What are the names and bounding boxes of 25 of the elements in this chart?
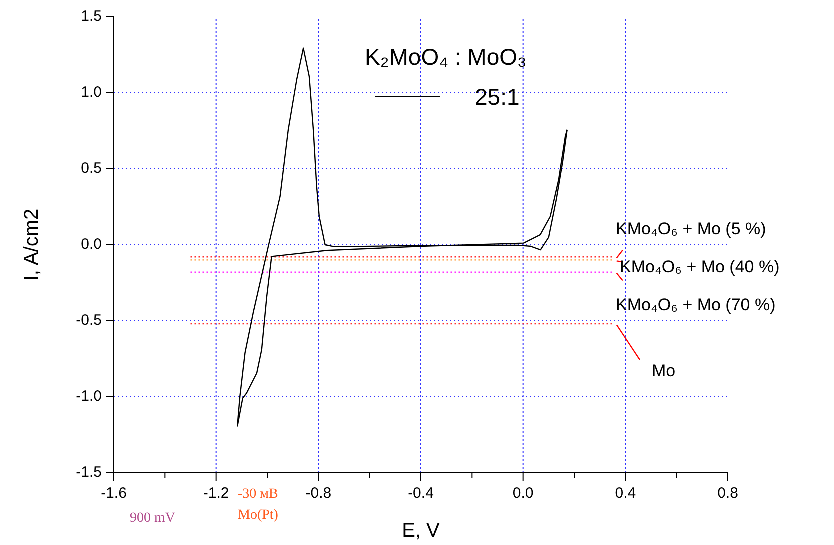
y-axis-title: I, A/cm2 [21,208,43,282]
x-tick-label: -1.6 [101,485,127,502]
legend-title: K₂MoO₄ : MoO₃ [365,44,527,70]
text: -30 мВ [238,487,278,502]
y-tick-label: -0.5 [76,312,102,329]
ref-line-label: KMo₄O₆ + Mo (5 %) [616,219,766,238]
x-tick-label: 0.4 [615,485,636,502]
y-tick-label: -1.5 [76,464,102,481]
text: 900 mV [130,511,176,526]
x-tick-label: -0.4 [408,485,434,502]
y-tick-label: 1.5 [81,8,102,25]
y-tick-label: 0.0 [81,236,102,253]
x-tick-label: 0.0 [512,485,534,502]
legend-label: 25:1 [475,84,520,110]
y-tick-label: 1.0 [81,84,102,101]
x-axis-title: E, V [402,520,441,542]
y-tick-label: -1.0 [76,388,102,405]
x-tick-label: 0.8 [718,485,738,502]
ref-line-label: KMo₄O₆ + Mo (70 %) [616,295,776,314]
x-tick-label: -0.8 [306,485,332,502]
text: Mo(Pt) [238,508,279,523]
ref-line-label: Mo [652,361,676,380]
y-tick-label: 0.5 [81,160,102,177]
x-tick-label: -1.2 [203,485,230,502]
ref-line-label: KMo₄O₆ + Mo (40 %) [620,257,780,276]
